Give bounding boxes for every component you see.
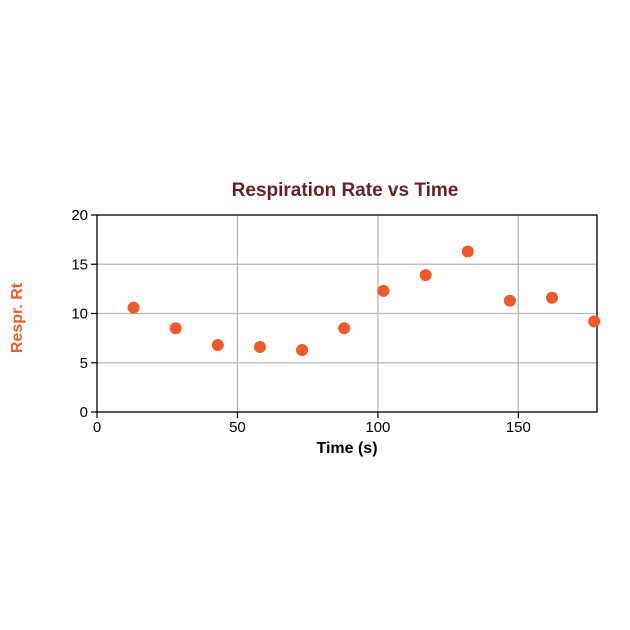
data-point xyxy=(461,245,474,258)
y-tick-label: 10 xyxy=(71,306,88,323)
y-axis-label: Respr. Rt xyxy=(9,282,26,353)
data-point xyxy=(546,291,559,304)
data-point xyxy=(253,340,266,353)
axis-ticks: 0 50 100 150 0 5 10 15 20 xyxy=(71,207,531,436)
chart-title: Respiration Rate vs Time xyxy=(232,180,459,201)
data-point xyxy=(211,339,224,352)
data-point xyxy=(169,322,182,335)
data-point xyxy=(419,269,432,282)
x-axis-label: Time (s) xyxy=(316,440,377,457)
data-point xyxy=(127,301,140,314)
y-tick-label: 15 xyxy=(71,256,88,273)
y-tick-label: 5 xyxy=(80,355,88,372)
y-tick-label: 20 xyxy=(71,207,88,224)
data-point xyxy=(338,322,351,335)
x-tick-label: 0 xyxy=(93,419,101,436)
data-points xyxy=(127,245,601,356)
data-point xyxy=(296,343,309,356)
grid-lines xyxy=(97,215,597,412)
x-tick-label: 100 xyxy=(365,419,390,436)
data-point xyxy=(588,315,601,328)
data-point xyxy=(377,284,390,297)
data-point xyxy=(503,294,516,307)
y-tick-label: 0 xyxy=(80,404,88,421)
x-tick-label: 150 xyxy=(506,419,531,436)
x-tick-label: 50 xyxy=(229,419,246,436)
